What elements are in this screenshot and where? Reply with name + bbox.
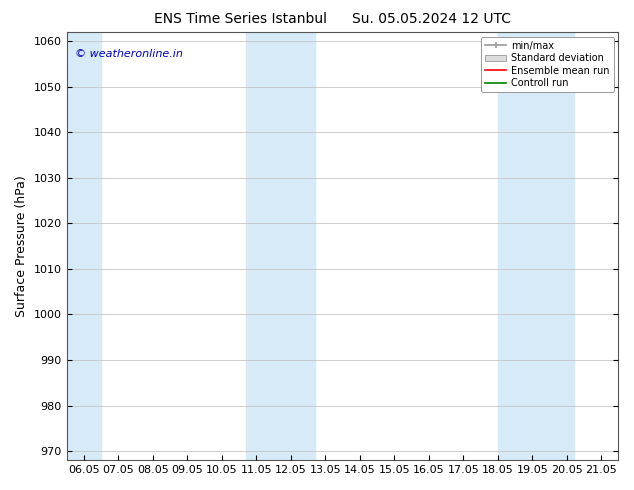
Text: © weatheronline.in: © weatheronline.in <box>75 49 183 59</box>
Text: Su. 05.05.2024 12 UTC: Su. 05.05.2024 12 UTC <box>352 12 510 26</box>
Y-axis label: Surface Pressure (hPa): Surface Pressure (hPa) <box>15 175 28 317</box>
Text: ENS Time Series Istanbul: ENS Time Series Istanbul <box>155 12 327 26</box>
Bar <box>246 32 315 460</box>
Bar <box>67 32 101 460</box>
Bar <box>498 32 574 460</box>
Legend: min/max, Standard deviation, Ensemble mean run, Controll run: min/max, Standard deviation, Ensemble me… <box>481 37 614 92</box>
